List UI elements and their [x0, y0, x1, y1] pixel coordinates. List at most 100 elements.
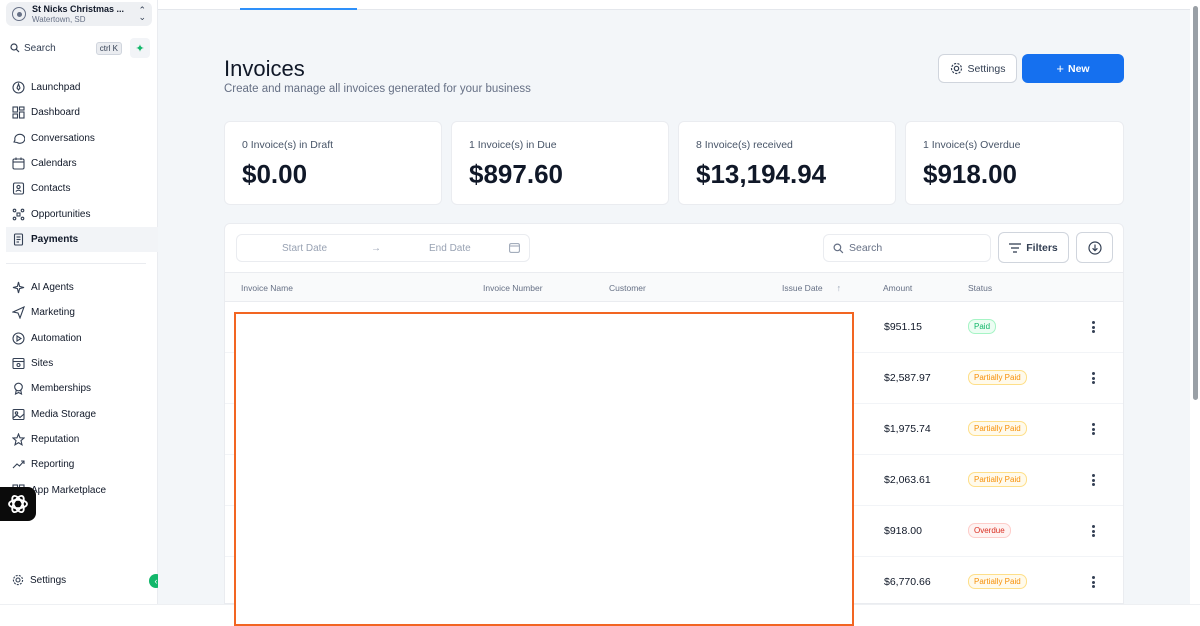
sidebar-item-marketing[interactable]: Marketing [6, 300, 158, 325]
stat-label: 1 Invoice(s) Overdue [923, 139, 1021, 151]
more-options-icon[interactable] [1089, 319, 1097, 335]
sidebar-item-payments[interactable]: Payments [6, 226, 158, 253]
column-customer[interactable]: Customer [609, 283, 646, 293]
sidebar-item-opportunities[interactable]: Opportunities [6, 201, 158, 226]
sidebar-item-launchpad[interactable]: Launchpad [6, 75, 158, 100]
nav-divider-wrap [6, 263, 158, 264]
ai-assistant-widget[interactable] [0, 487, 36, 521]
sidebar-item-ai-agents[interactable]: AI Agents [6, 275, 158, 300]
end-date-input[interactable]: End Date [429, 242, 471, 254]
sidebar-item-contacts[interactable]: Contacts [6, 176, 158, 201]
settings-button-label: Settings [967, 62, 1006, 75]
award-icon [12, 382, 25, 396]
sidebar-search[interactable]: Search ctrl K [6, 38, 126, 58]
stat-value: $897.60 [469, 159, 563, 189]
amount-cell: $2,587.97 [884, 372, 931, 384]
sidebar-item-label: Calendars [31, 158, 77, 170]
sidebar-item-label: Sites [31, 358, 54, 370]
column-issue-date[interactable]: Issue Date ↑ [782, 283, 841, 293]
sidebar-item-label: Dashboard [31, 107, 80, 119]
location-name: St Nicks Christmas ... [32, 3, 125, 14]
sidebar-search-label: Search [24, 42, 56, 54]
nav-group-main: Launchpad Dashboard Conversations Calendars… [6, 75, 158, 253]
chevron-updown-icon: ⌃ ⌄ [138, 4, 146, 22]
stat-card-due: 1 Invoice(s) in Due $897.60 [451, 121, 669, 205]
openai-logo-icon [8, 495, 28, 513]
opportunities-icon [12, 208, 25, 221]
page-subtitle: Create and manage all invoices generated… [224, 83, 531, 95]
contacts-icon [12, 182, 25, 195]
stat-value: $0.00 [242, 159, 308, 189]
nav-group-tools: AI Agents Marketing Automation Sites Members… [6, 275, 158, 503]
grid-icon [12, 106, 25, 119]
active-tab-indicator[interactable] [240, 8, 357, 10]
stat-label: 1 Invoice(s) in Due [469, 139, 557, 151]
sidebar-item-label: Automation [31, 332, 82, 344]
amount-cell: $1,975.74 [884, 423, 931, 435]
download-button[interactable] [1076, 232, 1113, 263]
sidebar-item-reporting[interactable]: Reporting [6, 452, 158, 477]
page-scrollbar[interactable] [1190, 0, 1200, 604]
status-badge: Overdue [968, 523, 1011, 538]
sidebar-item-conversations[interactable]: Conversations [6, 126, 158, 151]
sidebar-item-memberships[interactable]: Memberships [6, 376, 158, 401]
location-avatar-icon [12, 7, 26, 21]
filter-lines-icon [1009, 242, 1022, 253]
rocket-icon [12, 81, 25, 94]
gear-icon [950, 62, 962, 75]
sites-icon [12, 357, 25, 370]
sidebar-item-automation[interactable]: Automation [6, 326, 158, 351]
more-options-icon[interactable] [1089, 523, 1097, 539]
more-options-icon[interactable] [1089, 472, 1097, 488]
status-badge: Partially Paid [968, 370, 1027, 385]
new-button-label: New [1068, 62, 1090, 75]
sidebar-item-dashboard[interactable]: Dashboard [6, 100, 158, 125]
stat-value: $918.00 [923, 159, 1017, 189]
stat-value: $13,194.94 [696, 159, 827, 189]
column-status[interactable]: Status [968, 283, 993, 293]
location-switcher[interactable]: St Nicks Christmas ... Watertown, SD ⌃ ⌄ [6, 2, 152, 26]
sidebar-item-label: Contacts [31, 183, 71, 195]
sidebar-item-sites[interactable]: Sites [6, 351, 158, 376]
stat-label: 8 Invoice(s) received [696, 139, 793, 151]
download-circle-icon [1087, 240, 1102, 255]
automation-icon [12, 332, 25, 345]
filters-button[interactable]: Filters [998, 232, 1069, 263]
sidebar-item-label: Opportunities [31, 208, 91, 220]
sidebar-item-label: Launchpad [31, 82, 81, 94]
top-tab-bar [158, 0, 1190, 10]
sidebar-item-label: App Marketplace [31, 484, 107, 496]
column-invoice-number[interactable]: Invoice Number [483, 283, 543, 293]
table-search-placeholder: Search [849, 242, 883, 254]
new-invoice-button[interactable]: + New [1022, 54, 1124, 83]
date-range-picker[interactable]: Start Date → End Date [236, 234, 530, 262]
more-options-icon[interactable] [1089, 574, 1097, 590]
table-search-input[interactable]: Search [823, 234, 991, 262]
sidebar-item-reputation[interactable]: Reputation [6, 427, 158, 452]
nav-divider [6, 263, 146, 264]
sidebar-item-media-storage[interactable]: Media Storage [6, 401, 158, 426]
column-amount[interactable]: Amount [883, 283, 913, 293]
chat-icon [12, 132, 25, 145]
sidebar-item-label: Media Storage [31, 408, 97, 420]
sidebar-item-label: Marketing [31, 307, 75, 319]
amount-cell: $951.15 [884, 321, 922, 333]
sidebar-settings[interactable]: Settings [6, 570, 66, 590]
send-icon [12, 306, 25, 320]
sidebar-search-row: Search ctrl K ✦ [6, 38, 152, 58]
quick-action-bolt-icon[interactable]: ✦ [130, 38, 150, 58]
status-badge: Partially Paid [968, 472, 1027, 487]
arrow-right-icon: → [371, 242, 381, 254]
more-options-icon[interactable] [1089, 421, 1097, 437]
start-date-input[interactable]: Start Date [282, 242, 328, 254]
stat-label: 0 Invoice(s) in Draft [242, 139, 334, 151]
search-shortcut: ctrl K [95, 41, 122, 55]
plus-icon: + [1056, 61, 1064, 76]
column-invoice-name[interactable]: Invoice Name [241, 283, 293, 293]
calendar-icon [509, 243, 520, 253]
sidebar-item-calendars[interactable]: Calendars [6, 151, 158, 176]
settings-button[interactable]: Settings [938, 54, 1017, 83]
scrollbar-thumb[interactable] [1193, 6, 1198, 400]
more-options-icon[interactable] [1089, 370, 1097, 386]
sort-arrow-up-icon[interactable]: ↑ [836, 283, 842, 293]
